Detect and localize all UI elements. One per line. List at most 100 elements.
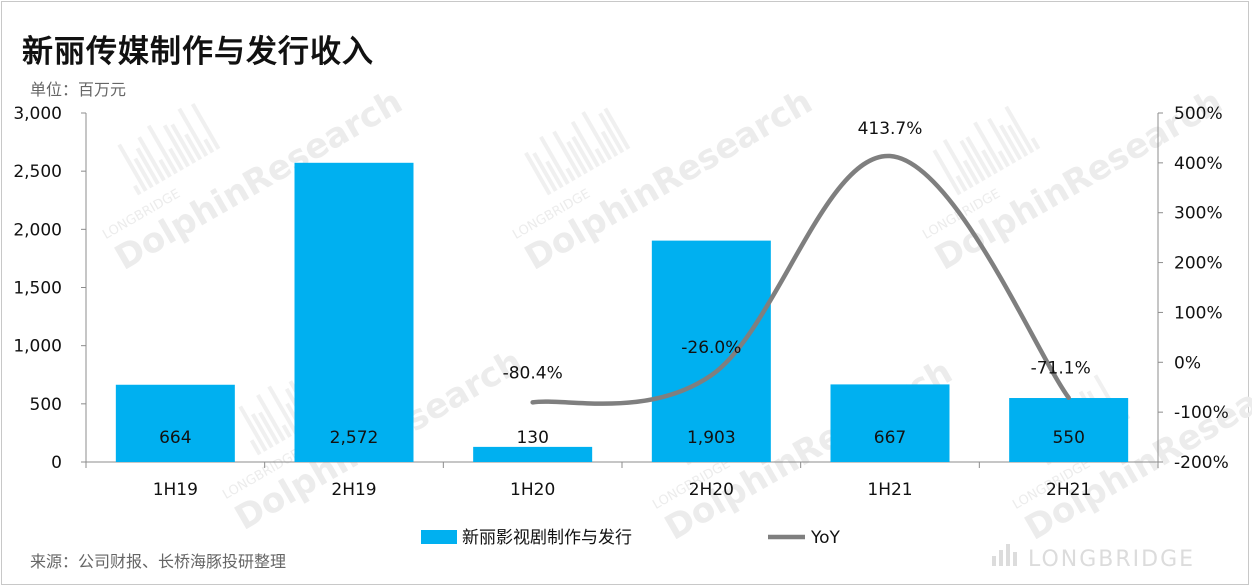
- left-tick-label: 500: [30, 395, 62, 415]
- bars-layer: 664 2,572 130 1,903 667 550: [115, 162, 1129, 463]
- legend-swatch-bar: [421, 530, 457, 544]
- bar-data-label: 2,572: [330, 428, 379, 448]
- watermark-bar: [256, 394, 286, 442]
- bar-data-label: 550: [1052, 428, 1084, 448]
- watermark-bar: [600, 130, 619, 157]
- watermark-bar: [565, 167, 576, 182]
- bar-data-label: 664: [159, 428, 191, 448]
- watermark-bar: [973, 121, 1004, 171]
- watermark-bar: [581, 111, 613, 161]
- watermark-bar: [955, 175, 968, 192]
- watermark-bar: [539, 135, 570, 185]
- bar-data-label: 130: [516, 428, 548, 448]
- left-tick-label: 1,500: [13, 279, 62, 299]
- x-tick-label: 2H20: [689, 480, 734, 500]
- bar: [1009, 398, 1129, 462]
- watermark-bar: [524, 151, 552, 196]
- watermark-bar: [962, 159, 980, 185]
- watermark-bar: [162, 124, 190, 168]
- line-layer: -80.4% -26.0% 413.7% -71.1%: [503, 119, 1091, 406]
- right-tick-label: 400%: [1174, 154, 1223, 174]
- watermark-bar: [258, 411, 280, 445]
- watermark-bar: [203, 138, 215, 154]
- watermark-bar: [981, 149, 998, 175]
- right-tick-label: -200%: [1174, 453, 1229, 473]
- bar: [830, 384, 950, 462]
- bar: [115, 384, 235, 462]
- left-tick-label: 1,000: [13, 337, 62, 357]
- bar: [294, 162, 414, 463]
- watermark-bar: [545, 160, 564, 189]
- watermark-bar: [999, 124, 1023, 161]
- right-tick-label: 0%: [1174, 353, 1201, 373]
- watermark-bar: [168, 147, 184, 171]
- left-tick-label: 0: [51, 453, 62, 473]
- watermark-bar: [133, 184, 142, 196]
- watermark-bar: [146, 124, 178, 175]
- watermark-bar: [532, 152, 558, 192]
- yoy-data-label: -26.0%: [681, 338, 741, 358]
- footer-logo-bar: [1006, 544, 1010, 566]
- x-tick-label: 1H19: [153, 480, 198, 500]
- left-tick-label: 2,500: [13, 162, 62, 182]
- left-tick-label: 3,000: [13, 104, 62, 124]
- watermark-bar: [1004, 105, 1035, 154]
- footer-logo-bar: [992, 556, 996, 566]
- legend-layer: 新丽影视剧制作与发行 YoY: [421, 528, 841, 548]
- footer-logo-text: LONGBRIDGE: [1028, 547, 1195, 572]
- watermark-bar: [1007, 124, 1029, 157]
- right-tick-label: 200%: [1174, 254, 1223, 274]
- yoy-data-label: -80.4%: [503, 363, 563, 383]
- watermark-bar: [570, 120, 601, 168]
- watermark-bar: [552, 130, 582, 178]
- right-tick-label: 100%: [1174, 303, 1223, 323]
- bar-data-label: 1,903: [687, 428, 736, 448]
- bar-data-label: 667: [874, 428, 906, 448]
- axes-layer: 0 500 1,000 1,500 2,000 2,500 3,000 -200% -100% 0…: [13, 104, 1228, 500]
- footer-layer: LONGBRIDGE: [992, 544, 1195, 572]
- legend-label-bar: 新丽影视剧制作与发行: [462, 528, 632, 548]
- watermark-bar: [267, 385, 298, 435]
- watermark-bar: [598, 112, 625, 154]
- watermark-bar: [997, 150, 1011, 168]
- right-tick-label: 500%: [1174, 104, 1223, 124]
- watermark-bar: [177, 107, 209, 157]
- watermark-bar: [135, 147, 160, 185]
- watermark-bar: [281, 424, 292, 438]
- left-tick-label: 2,000: [13, 220, 62, 240]
- right-tick-label: 300%: [1174, 204, 1223, 224]
- watermark-bar: [566, 140, 588, 175]
- x-tick-label: 1H20: [510, 480, 555, 500]
- legend-label-line: YoY: [810, 528, 841, 548]
- watermark-bar: [170, 123, 197, 164]
- x-tick-label: 2H21: [1046, 480, 1091, 500]
- watermark-bar: [238, 405, 268, 452]
- watermark-bar: [959, 139, 986, 182]
- watermark-bar: [184, 133, 203, 161]
- watermark-bar: [942, 138, 974, 189]
- watermark-bar: [965, 136, 992, 178]
- unit-label: 单位：百万元: [30, 80, 127, 99]
- watermark-bar: [1030, 137, 1041, 150]
- right-tick-label: -100%: [1174, 403, 1229, 423]
- watermark-bar: [603, 107, 631, 150]
- watermark-bar: [117, 143, 148, 192]
- yoy-data-label: -71.1%: [1031, 359, 1091, 379]
- watermark-bar: [158, 158, 172, 178]
- x-tick-label: 2H19: [331, 480, 376, 500]
- yoy-data-label: 413.7%: [858, 119, 923, 139]
- footer-logo: LONGBRIDGE: [992, 544, 1195, 572]
- watermark-bar: [190, 102, 221, 150]
- x-tick-label: 1H21: [867, 480, 912, 500]
- footer-logo-bar: [1013, 552, 1017, 566]
- bar: [651, 240, 771, 462]
- footer-logo-bar: [999, 550, 1003, 566]
- watermark-bar: [250, 413, 274, 449]
- watermark-bar: [133, 157, 154, 189]
- source-note: 来源：公司财报、长桥海豚投研整理: [30, 552, 287, 571]
- watermark-bar: [932, 149, 962, 196]
